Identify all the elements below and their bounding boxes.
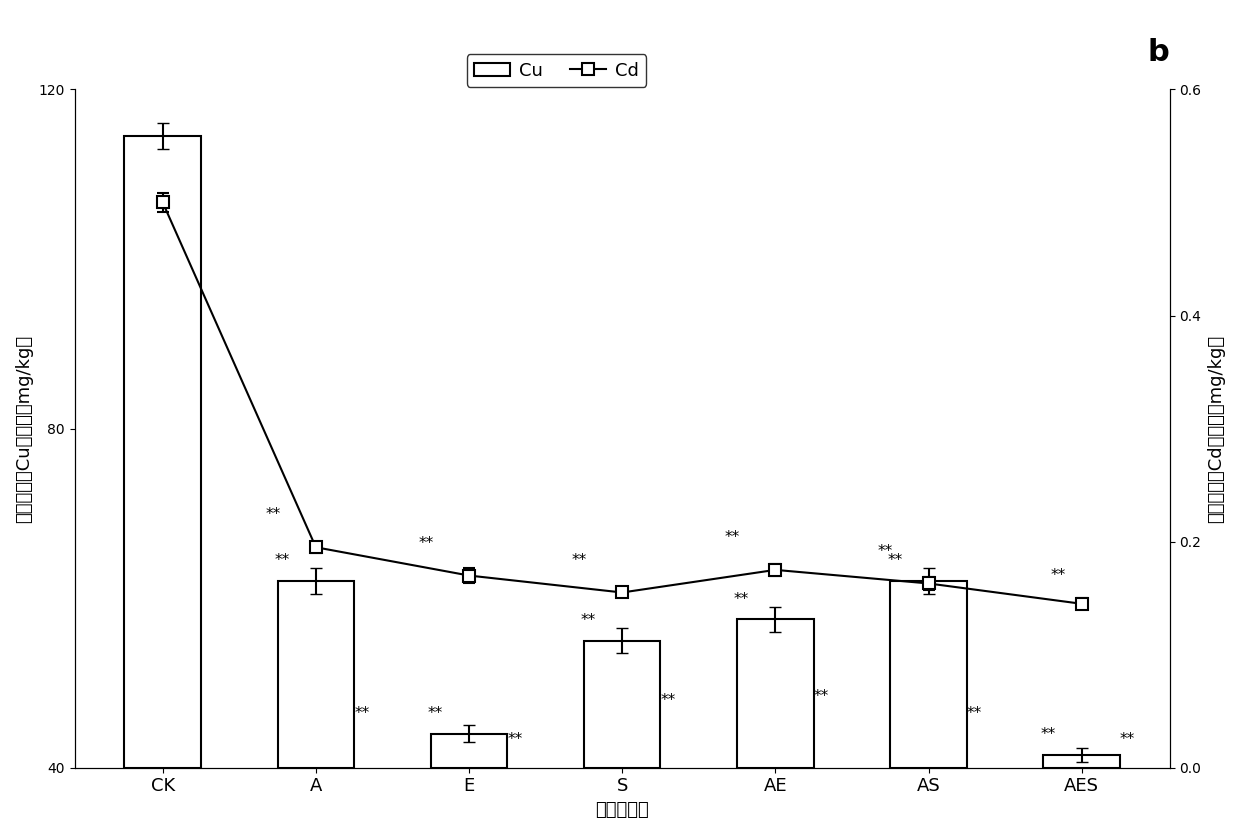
Bar (278, 581, 355, 768)
Text: **: ** (813, 689, 828, 704)
Legend: Cu, Cd: Cu, Cd (466, 54, 646, 87)
Text: **: ** (1120, 731, 1136, 746)
Text: **: ** (1052, 569, 1066, 584)
Bar (584, 641, 661, 768)
Y-axis label: 土壤样品中Cu的含量（mg/kg）: 土壤样品中Cu的含量（mg/kg） (15, 334, 33, 523)
Text: **: ** (572, 553, 587, 568)
Text: **: ** (1040, 727, 1055, 742)
X-axis label: 植物处理组: 植物处理组 (595, 801, 649, 819)
Text: b: b (1147, 38, 1169, 67)
Text: **: ** (887, 554, 903, 569)
Bar (1043, 755, 1120, 768)
Text: **: ** (580, 613, 596, 628)
Text: **: ** (274, 554, 290, 569)
Text: **: ** (419, 535, 434, 550)
Bar (124, 136, 201, 768)
Bar (430, 734, 507, 768)
Text: **: ** (507, 731, 522, 746)
Text: **: ** (428, 706, 443, 721)
Text: **: ** (265, 507, 280, 522)
Text: **: ** (355, 706, 370, 721)
Text: **: ** (878, 544, 893, 559)
Text: **: ** (967, 706, 982, 721)
Text: **: ** (725, 530, 740, 545)
Text: **: ** (661, 693, 676, 708)
Text: **: ** (734, 591, 749, 606)
Bar (890, 581, 967, 768)
Bar (737, 620, 813, 768)
Y-axis label: 土壤样品中Cd的含量（mg/kg）: 土壤样品中Cd的含量（mg/kg） (1207, 334, 1225, 523)
